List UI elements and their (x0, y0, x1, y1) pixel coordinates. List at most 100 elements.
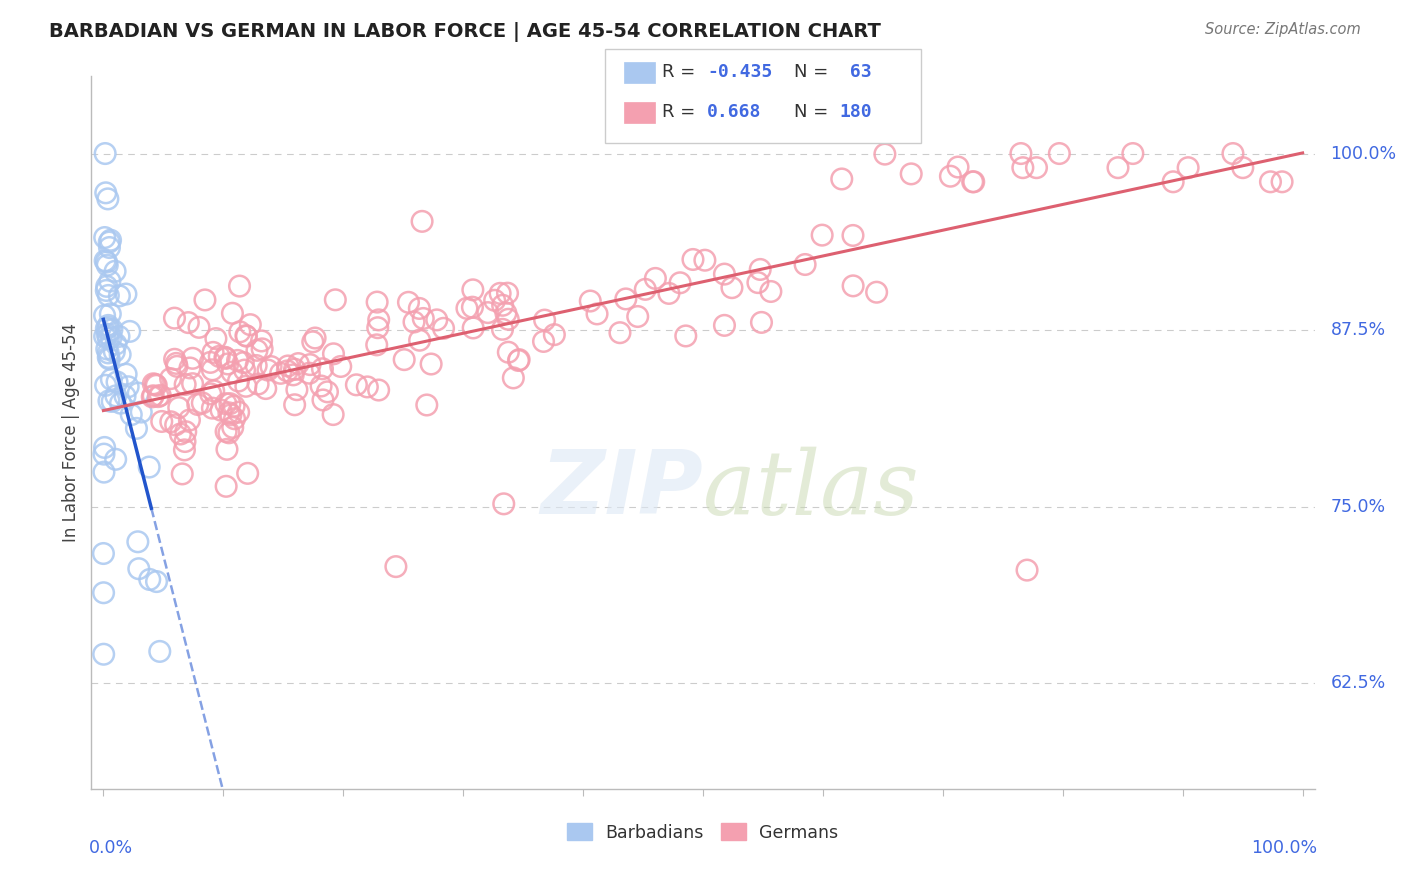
Point (215, 442, 238, 457)
Text: ZIP: ZIP (540, 446, 703, 533)
Point (115, 287, 138, 301)
Point (201, 363, 224, 377)
Text: 180: 180 (839, 103, 872, 121)
Point (865, 285, 887, 300)
Point (900, 167, 922, 181)
Point (96, 327, 118, 342)
Point (191, 396, 214, 410)
Point (543, 327, 565, 342)
Point (366, 338, 388, 352)
Point (98, 351, 121, 366)
Point (96, 258, 118, 272)
Point (759, 285, 782, 299)
Point (385, 559, 408, 574)
Point (100, 330, 122, 344)
Point (219, 408, 242, 422)
Point (97, 351, 120, 365)
Point (215, 397, 238, 411)
Point (105, 375, 128, 389)
Point (110, 396, 132, 410)
Point (312, 392, 335, 407)
Point (177, 316, 200, 330)
Point (174, 434, 197, 449)
Point (214, 351, 236, 365)
Point (235, 328, 257, 343)
Point (260, 359, 283, 374)
Point (101, 323, 124, 337)
Point (96, 284, 118, 298)
Point (287, 357, 309, 371)
Text: 75.0%: 75.0% (1330, 498, 1386, 516)
Text: R =: R = (662, 63, 696, 81)
Point (416, 398, 439, 412)
Point (129, 405, 152, 419)
Point (1232, 161, 1254, 175)
Point (831, 172, 853, 186)
Point (150, 415, 173, 429)
Point (250, 342, 273, 356)
Point (456, 301, 478, 316)
Point (939, 169, 962, 184)
Point (97, 331, 120, 345)
Point (794, 258, 817, 272)
Point (408, 333, 430, 347)
Point (100, 372, 122, 386)
Point (117, 380, 139, 394)
Point (842, 278, 865, 293)
Point (229, 325, 252, 339)
Point (721, 281, 744, 295)
Point (93, 447, 115, 461)
Point (145, 574, 167, 589)
Point (963, 175, 986, 189)
Point (463, 321, 485, 335)
Point (217, 357, 239, 371)
Point (367, 313, 389, 327)
Point (172, 467, 194, 481)
Point (235, 329, 257, 343)
Point (713, 267, 735, 281)
Point (412, 311, 434, 326)
Point (221, 365, 243, 379)
Point (228, 279, 250, 293)
Point (495, 306, 517, 320)
Point (194, 293, 217, 307)
Point (93, 329, 115, 343)
Point (96, 321, 118, 335)
Y-axis label: In Labor Force | Age 45-54: In Labor Force | Age 45-54 (62, 323, 80, 542)
Point (200, 387, 222, 401)
Point (426, 313, 449, 327)
Point (496, 312, 519, 326)
Point (634, 282, 657, 296)
Point (200, 355, 222, 369)
Point (228, 374, 250, 388)
Point (97, 393, 120, 408)
Point (644, 271, 666, 285)
Point (98, 307, 121, 321)
Point (174, 425, 197, 439)
Point (408, 301, 430, 316)
Point (1011, 161, 1033, 175)
Point (208, 350, 231, 364)
Point (108, 289, 131, 303)
Point (101, 394, 124, 409)
Point (163, 352, 186, 367)
Point (627, 310, 650, 324)
Text: 100.0%: 100.0% (1330, 145, 1396, 162)
Point (432, 321, 454, 335)
Point (609, 326, 631, 340)
Point (118, 325, 141, 339)
Point (202, 345, 225, 359)
Point (946, 160, 969, 174)
Point (316, 384, 339, 399)
Point (491, 322, 513, 336)
Point (245, 359, 267, 373)
Point (254, 382, 277, 396)
Point (98, 274, 121, 288)
Point (115, 367, 138, 381)
Point (215, 425, 238, 439)
Point (233, 363, 256, 377)
Point (496, 286, 519, 301)
Point (284, 362, 307, 376)
Point (508, 353, 530, 368)
Point (215, 351, 238, 366)
